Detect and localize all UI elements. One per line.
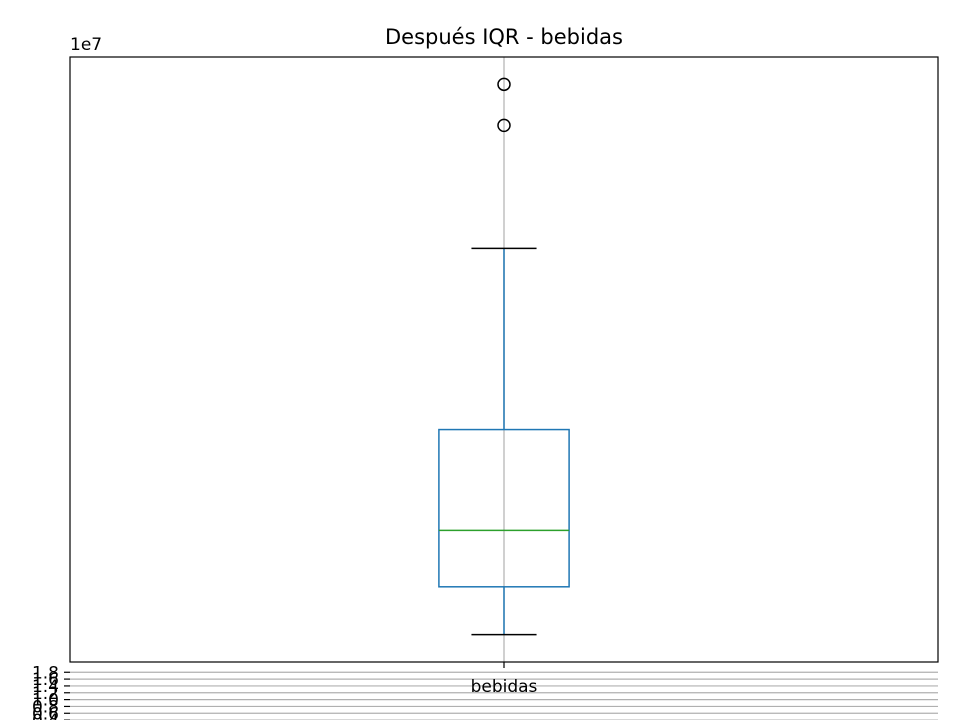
y-offset-label: 1e7 — [70, 35, 102, 55]
axis-ticks: 0.40.60.81.01.21.41.61.8 bebidas — [32, 662, 538, 720]
plot-area — [438, 77, 570, 636]
y-tick-label: 1.2 — [32, 684, 59, 704]
outlier-point — [497, 77, 511, 92]
y-tick-label: 1.0 — [32, 691, 59, 711]
outlier-point — [497, 118, 511, 133]
y-tick-label: 0.6 — [32, 704, 59, 720]
iqr-box — [438, 428, 570, 588]
x-tick-label: bebidas — [471, 677, 538, 697]
chart-title: Después IQR - bebidas — [385, 25, 623, 49]
y-tick-label: 1.4 — [32, 677, 59, 697]
grid-lines — [70, 57, 938, 720]
y-tick-label: 0.8 — [32, 697, 59, 717]
y-tick-label: 0.4 — [32, 711, 59, 720]
y-tick-label: 1.8 — [32, 663, 59, 683]
y-tick-label: 1.6 — [32, 670, 59, 690]
